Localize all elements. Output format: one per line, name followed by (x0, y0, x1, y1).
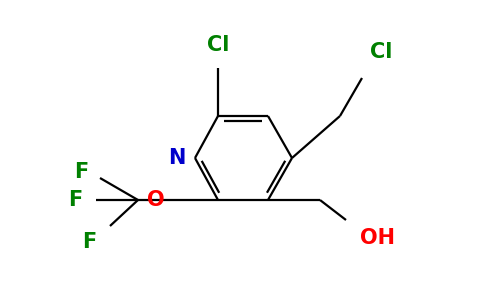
Text: F: F (68, 190, 82, 210)
Text: F: F (74, 162, 88, 182)
Text: O: O (147, 190, 165, 210)
Text: N: N (167, 148, 185, 168)
Text: Cl: Cl (207, 35, 229, 55)
Text: OH: OH (360, 228, 395, 248)
Text: Cl: Cl (370, 42, 393, 62)
Text: F: F (82, 232, 96, 252)
